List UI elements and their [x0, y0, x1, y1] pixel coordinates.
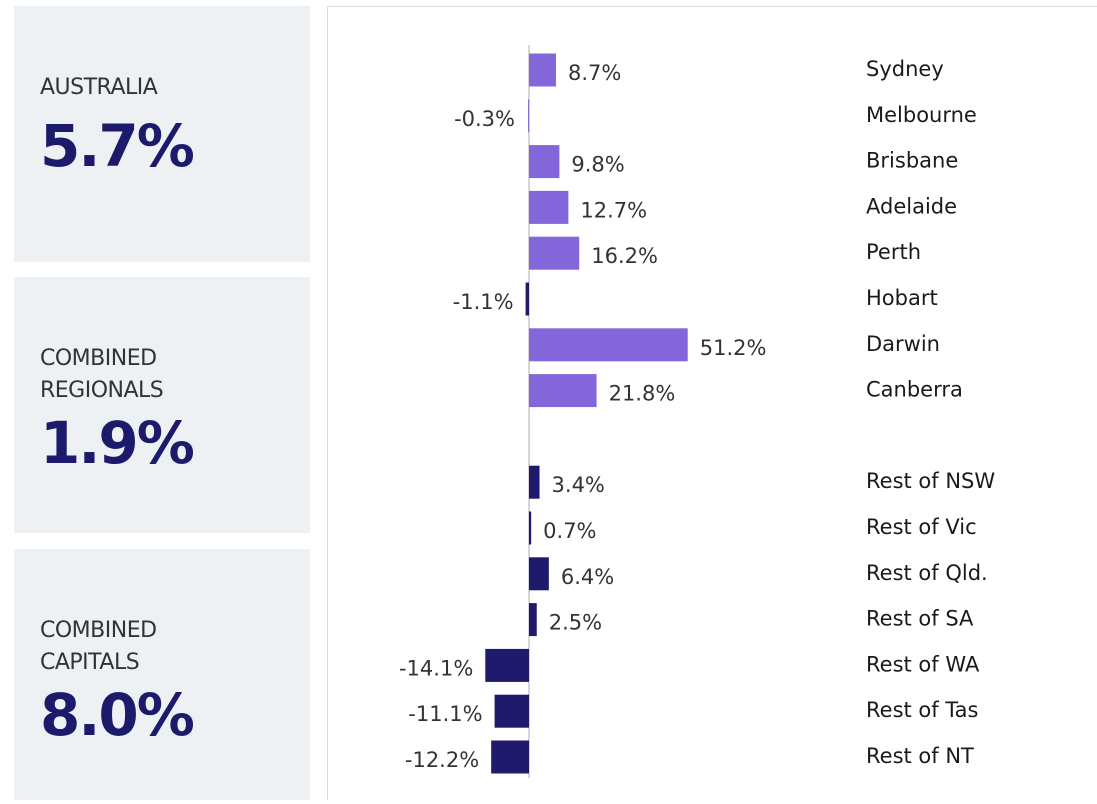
bar [526, 283, 529, 316]
card-label: REGIONALS [40, 378, 163, 403]
value-label: 0.7% [543, 519, 596, 543]
value-label: 2.5% [549, 611, 602, 635]
category-label: Rest of NSW [866, 469, 995, 493]
category-label: Rest of Vic [866, 515, 977, 539]
category-label: Darwin [866, 332, 940, 356]
bar [485, 649, 529, 682]
value-label: -11.1% [408, 702, 482, 726]
bar [529, 328, 688, 361]
bar [529, 466, 540, 499]
value-label: 8.7% [568, 61, 621, 85]
bar [529, 512, 531, 545]
bar [529, 145, 559, 178]
bar [495, 695, 529, 728]
category-label: Brisbane [866, 149, 958, 173]
value-label: 12.7% [580, 198, 647, 222]
bar [529, 191, 568, 224]
value-label: 16.2% [591, 244, 658, 268]
bar [529, 54, 556, 87]
category-label: Canberra [866, 378, 963, 402]
bar [491, 741, 529, 774]
value-label: 51.2% [700, 336, 767, 360]
value-label: 9.8% [571, 153, 624, 177]
value-label: -0.3% [454, 107, 515, 131]
card-value: 8.0% [40, 681, 194, 749]
bar [529, 237, 579, 270]
card-label: COMBINED [40, 618, 157, 643]
category-label: Rest of WA [866, 652, 980, 676]
value-label: -1.1% [453, 290, 514, 314]
value-label: -14.1% [399, 656, 473, 680]
value-label: -12.2% [405, 748, 479, 772]
card-label: AUSTRALIA [40, 75, 158, 100]
bar [529, 374, 597, 407]
category-label: Sydney [866, 57, 944, 81]
category-label: Perth [866, 240, 921, 264]
bar [528, 99, 529, 132]
card-label: COMBINED [40, 346, 157, 371]
category-label: Rest of Qld. [866, 561, 988, 585]
card-value: 5.7% [40, 112, 194, 180]
category-label: Rest of NT [866, 744, 974, 768]
bar [529, 557, 549, 590]
card-label: CAPITALS [40, 650, 139, 675]
card [14, 277, 310, 533]
category-label: Hobart [866, 286, 938, 310]
category-label: Melbourne [866, 103, 977, 127]
value-label: 21.8% [609, 382, 676, 406]
chart-panel [328, 7, 1097, 801]
category-label: Rest of Tas [866, 698, 979, 722]
category-label: Adelaide [866, 194, 957, 218]
card-value: 1.9% [40, 409, 194, 477]
value-label: 3.4% [552, 473, 605, 497]
value-label: 6.4% [561, 565, 614, 589]
category-label: Rest of SA [866, 607, 974, 631]
bar [529, 603, 537, 636]
